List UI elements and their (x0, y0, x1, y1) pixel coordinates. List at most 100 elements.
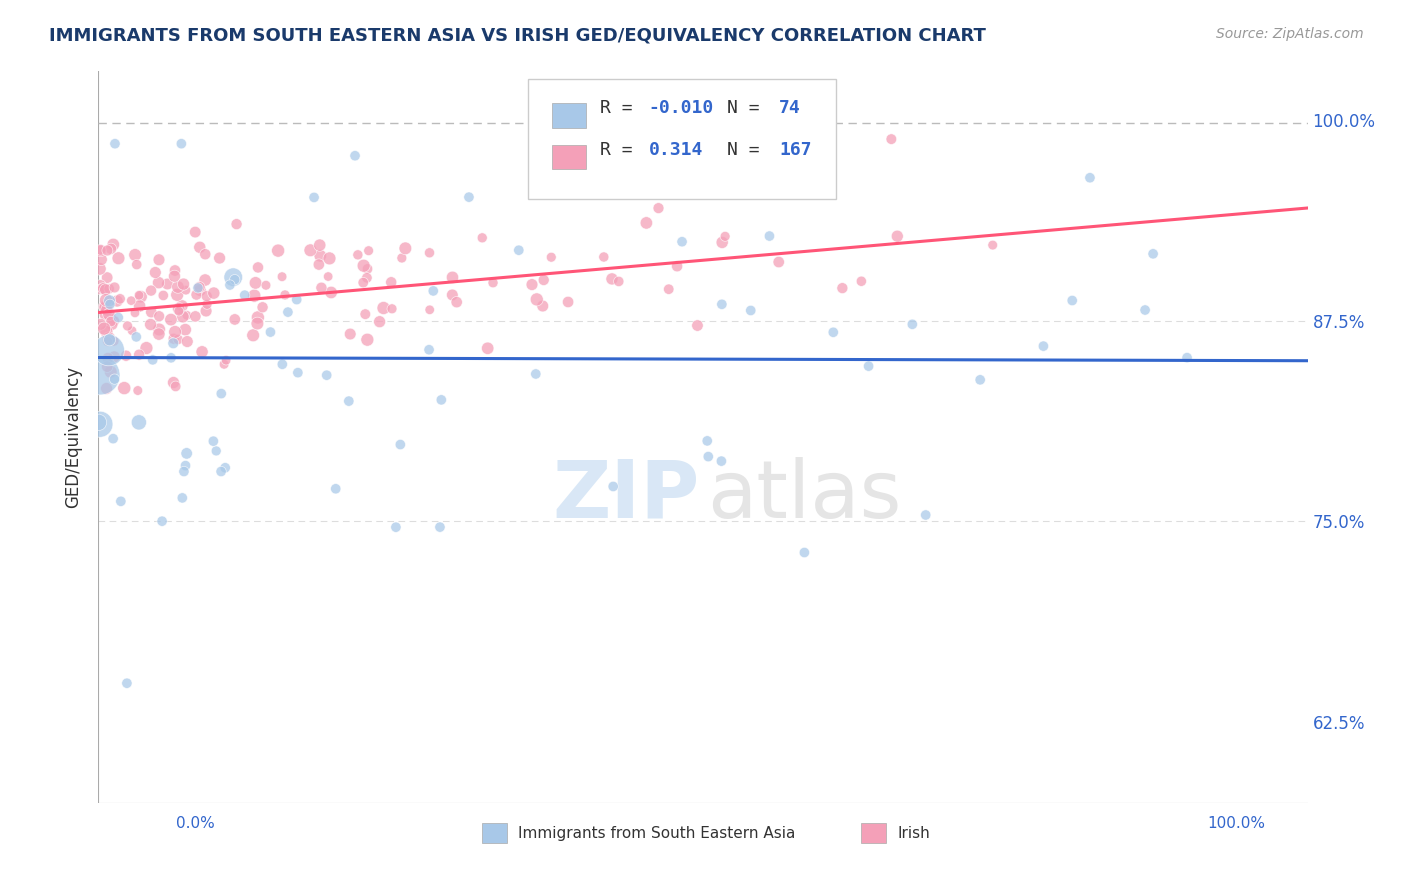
Point (666, 259, 689, 273)
Point (540, 250, 562, 264)
Point (914, 508, 936, 522)
Point (162, 332, 184, 346)
Point (172, 491, 194, 505)
Point (96, 325, 118, 339)
Point (1142, 247, 1164, 261)
FancyBboxPatch shape (551, 145, 586, 169)
Point (139, 318, 162, 332)
Point (380, 275, 402, 289)
Point (90, 244, 112, 258)
Point (89, 368, 111, 383)
Point (394, 241, 416, 255)
Point (209, 465, 232, 479)
Point (710, 454, 733, 468)
Point (128, 348, 150, 362)
Point (1175, 351, 1198, 365)
Point (139, 284, 162, 298)
Point (711, 235, 734, 250)
Point (194, 247, 217, 261)
Point (174, 323, 197, 337)
Point (143, 265, 166, 279)
Point (96, 303, 118, 318)
Text: 100.0%: 100.0% (1208, 816, 1265, 831)
Point (165, 379, 187, 393)
Point (259, 325, 281, 339)
Point (195, 304, 218, 318)
Point (592, 250, 614, 264)
Text: Irish: Irish (898, 826, 931, 840)
Text: IMMIGRANTS FROM SOUTH EASTERN ASIA VS IRISH GED/EQUIVALENCY CORRELATION CHART: IMMIGRANTS FROM SOUTH EASTERN ASIA VS IR… (49, 27, 986, 45)
Point (246, 310, 269, 325)
Point (389, 437, 412, 451)
Point (531, 299, 554, 313)
Point (636, 216, 658, 230)
Point (108, 292, 131, 306)
Point (120, 293, 142, 308)
Point (357, 244, 380, 258)
Point (98, 334, 121, 348)
Point (309, 249, 332, 263)
Point (271, 269, 294, 284)
Point (243, 289, 266, 303)
Point (647, 201, 669, 215)
Point (89, 278, 111, 293)
Point (128, 299, 150, 313)
Text: R =: R = (600, 141, 644, 159)
Point (176, 446, 198, 460)
Text: N =: N = (727, 141, 770, 159)
Point (520, 277, 543, 292)
Point (337, 394, 360, 409)
Point (124, 248, 146, 262)
Point (267, 244, 290, 258)
Point (353, 259, 375, 273)
Point (600, 272, 623, 286)
Point (184, 225, 207, 239)
Point (1032, 339, 1054, 353)
Point (101, 432, 124, 446)
Point (103, 237, 125, 252)
Point (831, 281, 853, 295)
Text: atlas: atlas (707, 457, 901, 534)
Text: 167: 167 (779, 141, 811, 159)
Point (482, 276, 505, 290)
Point (308, 258, 330, 272)
Point (191, 344, 214, 359)
Point (526, 293, 548, 307)
Point (100, 314, 122, 328)
Point (311, 281, 333, 295)
Point (356, 333, 378, 347)
Point (172, 310, 194, 324)
Point (823, 326, 845, 340)
Point (173, 465, 195, 479)
Text: -0.010: -0.010 (648, 99, 714, 117)
Point (224, 312, 246, 326)
Point (163, 269, 186, 284)
Point (98, 333, 121, 347)
Point (214, 460, 236, 475)
Point (471, 231, 494, 245)
Point (233, 288, 256, 302)
Point (89, 417, 111, 432)
Text: ZIP: ZIP (553, 457, 699, 534)
Point (356, 261, 378, 276)
Point (166, 288, 188, 302)
Y-axis label: GED/Equivalency: GED/Equivalency (65, 366, 83, 508)
FancyBboxPatch shape (527, 78, 837, 200)
Point (446, 295, 468, 310)
Point (508, 244, 530, 258)
Text: 0.314: 0.314 (648, 141, 703, 159)
Point (103, 334, 125, 348)
Point (858, 359, 880, 373)
Point (156, 277, 179, 291)
Point (98, 282, 121, 296)
Point (533, 273, 555, 287)
Point (418, 343, 440, 357)
Point (247, 260, 270, 275)
Point (205, 444, 228, 458)
Point (117, 318, 139, 333)
Point (219, 278, 242, 293)
Point (710, 297, 733, 311)
Point (458, 190, 481, 204)
Point (90, 252, 112, 267)
Point (89, 282, 111, 296)
